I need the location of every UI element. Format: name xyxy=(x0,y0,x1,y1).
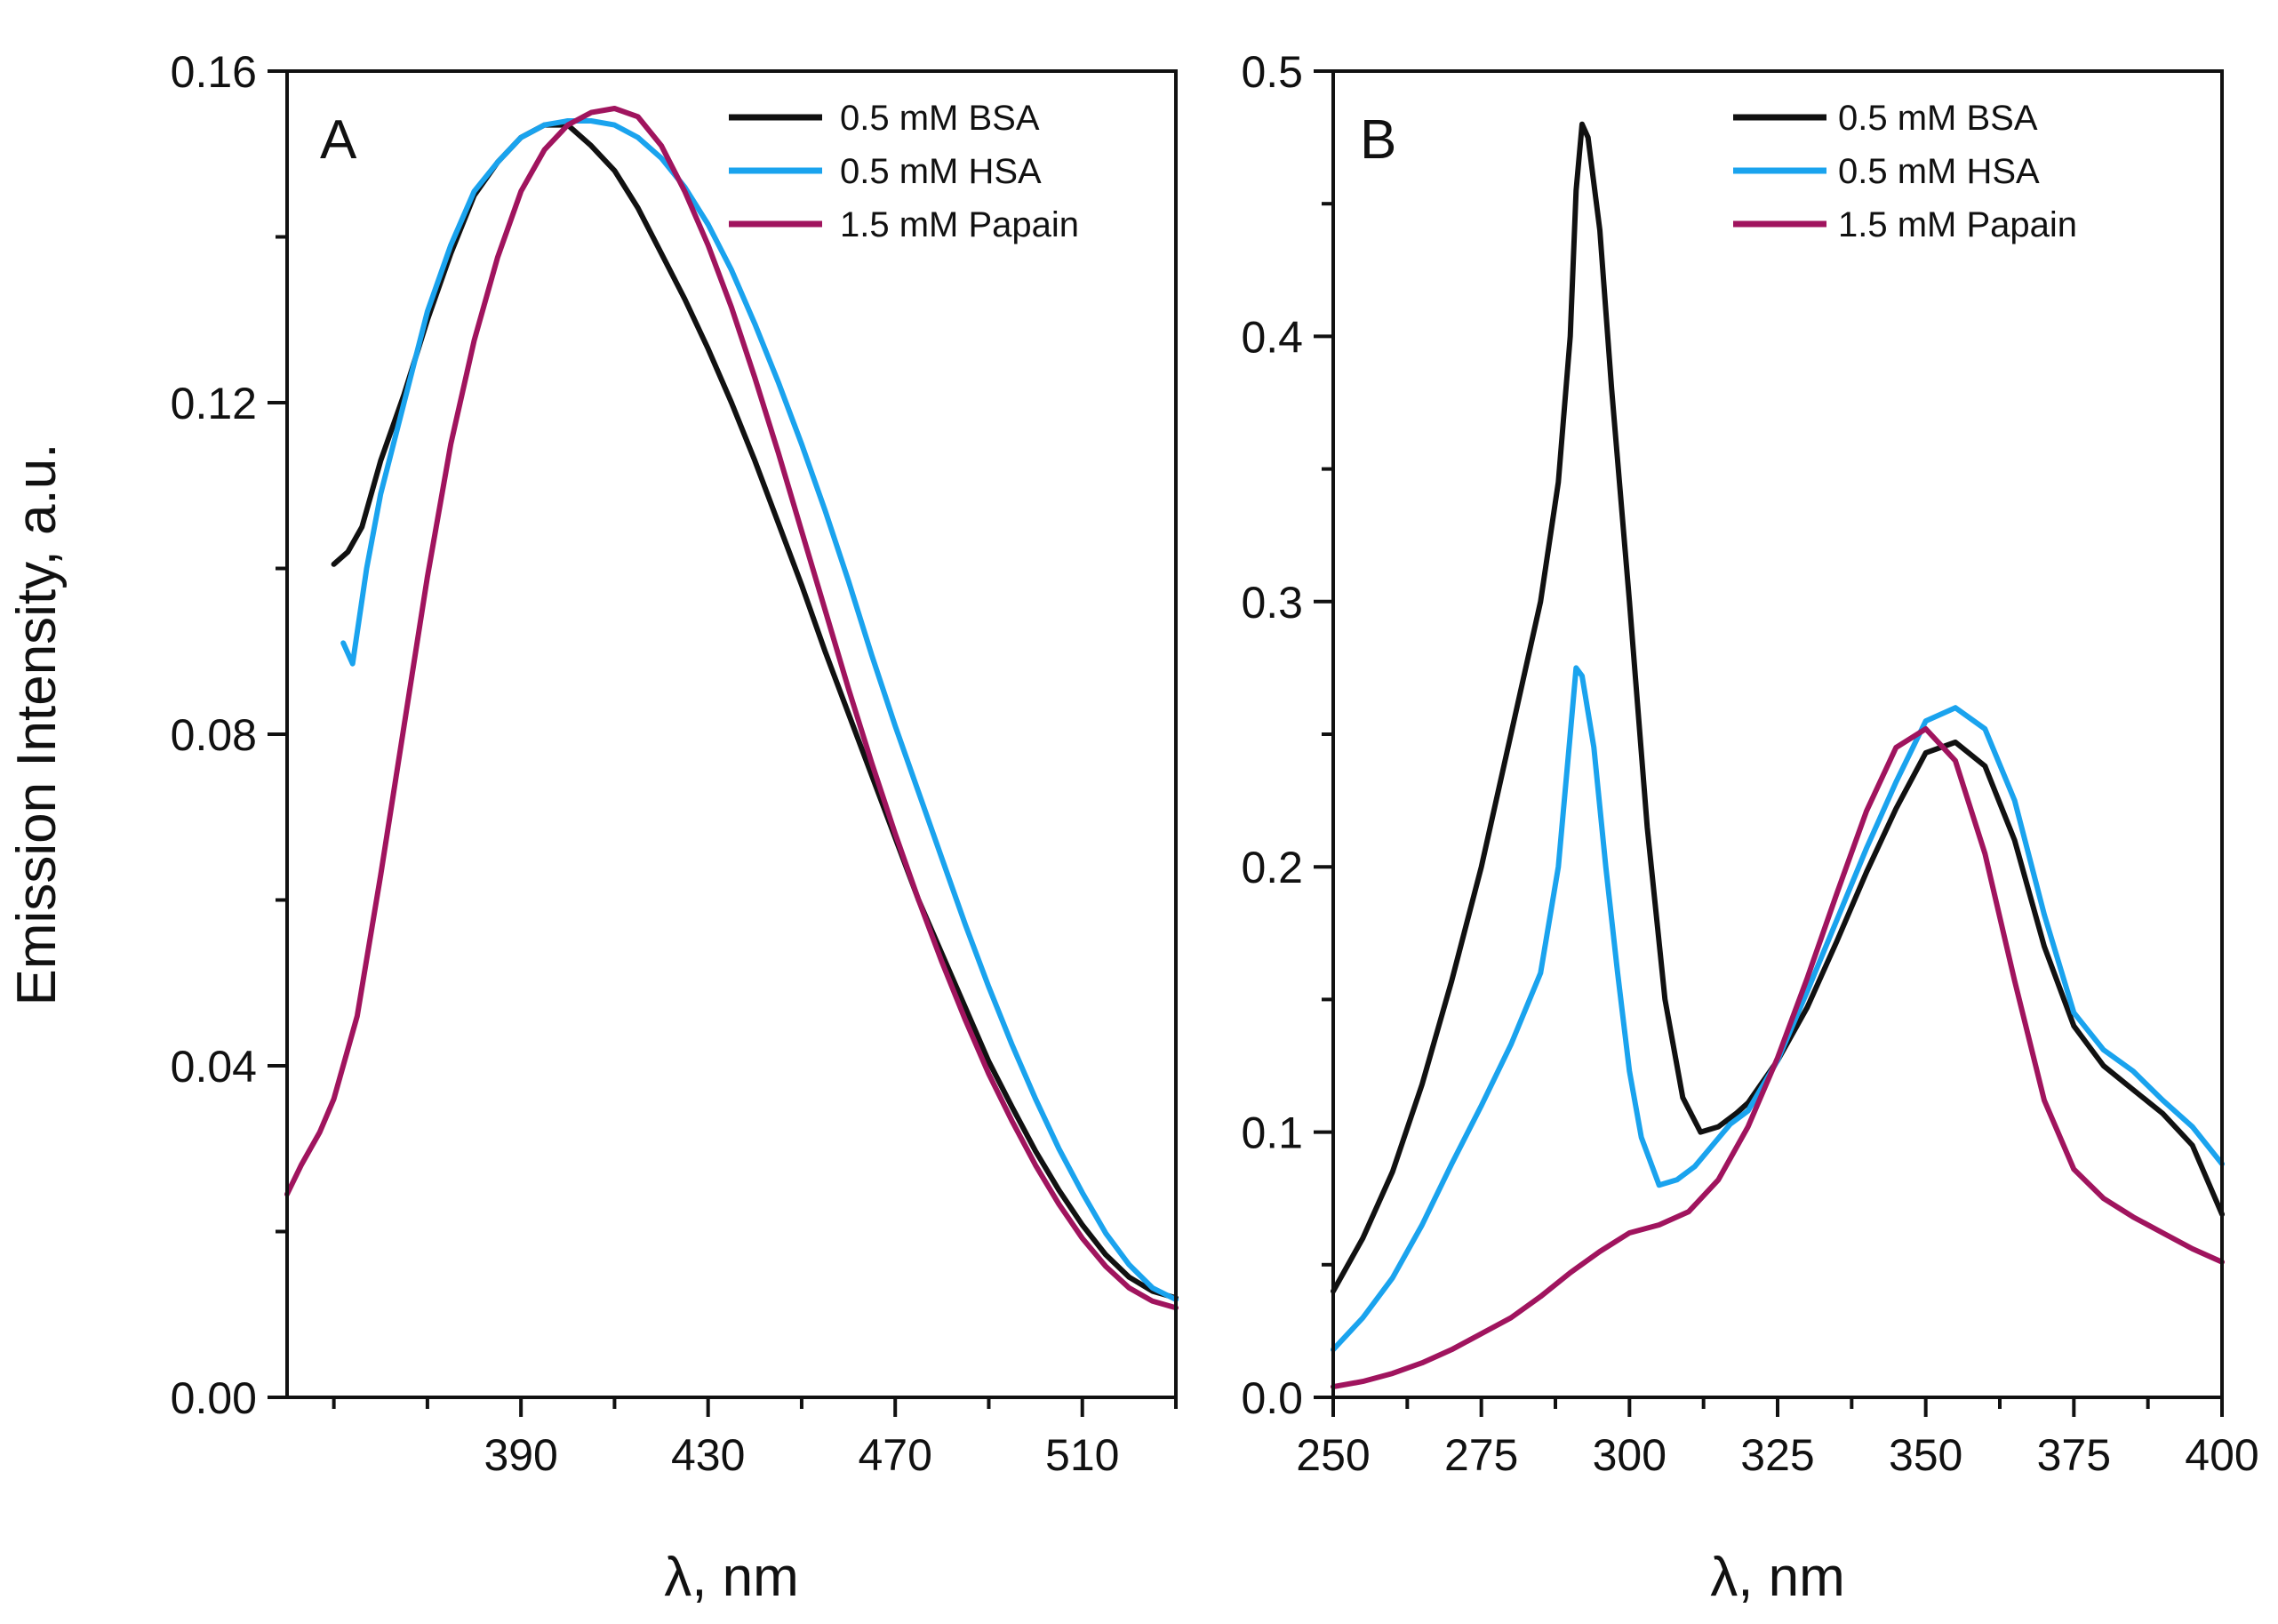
panel-a-y-tick-label: 0.12 xyxy=(171,379,257,428)
panel-b-x-tick-label: 275 xyxy=(1444,1430,1518,1480)
panel-a-legend-label-papain: 1.5 mM Papain xyxy=(840,205,1079,244)
panel-b-x-axis-title: λ, nm xyxy=(1710,1547,1845,1608)
panel-b-series-group xyxy=(1331,121,2225,1390)
panel-b-legend-label-papain: 1.5 mM Papain xyxy=(1838,205,2077,244)
panel-a-series-group xyxy=(284,106,1179,1311)
panel-a-x-tick-label: 470 xyxy=(858,1430,931,1480)
panel-a-legend-label-hsa: 0.5 mM HSA xyxy=(840,152,1042,191)
panel-b: 250 275 300 325 350 375 400 0.0 0.1 0.2 0.3 0.4 0.5 … xyxy=(1241,47,2258,1608)
panel-b-x-tick-label: 400 xyxy=(2185,1430,2258,1480)
panel-a-x-tick-label: 390 xyxy=(484,1430,557,1480)
panel-b-legend: 0.5 mM BSA 0.5 mM HSA 1.5 mM Papain xyxy=(1733,99,2077,244)
panel-b-legend-label-hsa: 0.5 mM HSA xyxy=(1838,152,2040,191)
panel-a-x-axis-title: λ, nm xyxy=(664,1547,799,1608)
y-axis-title: Emission Intensity, a.u. xyxy=(6,444,68,1006)
panel-a-legend: 0.5 mM BSA 0.5 mM HSA 1.5 mM Papain xyxy=(729,99,1079,244)
panel-a-series-line-0-5-mm-bsa xyxy=(331,122,1179,1301)
panel-b-x-tick-label: 375 xyxy=(2037,1430,2111,1480)
panel-a-series-line-0-5-mm-hsa xyxy=(340,118,1179,1302)
panel-b-y-tick-label: 0.0 xyxy=(1241,1373,1303,1423)
panel-a-y-tick-label: 0.08 xyxy=(171,710,257,760)
panel-b-x-tick-label: 250 xyxy=(1296,1430,1370,1480)
panel-b-series-line-0-5-mm-hsa xyxy=(1331,665,2225,1353)
panel-b-x-tick-label: 325 xyxy=(1740,1430,1814,1480)
panel-b-x-tick-label: 350 xyxy=(1889,1430,1962,1480)
panel-b-x-tick-label: 300 xyxy=(1593,1430,1667,1480)
panel-a-legend-label-bsa: 0.5 mM BSA xyxy=(840,99,1040,138)
panel-b-plot-frame xyxy=(1331,69,2224,1399)
panel-a-y-tick-label: 0.00 xyxy=(171,1373,257,1423)
panel-a-x-tick-label: 430 xyxy=(671,1430,745,1480)
panel-a-x-tick-label: 510 xyxy=(1045,1430,1119,1480)
panel-a-y-tick-label: 0.04 xyxy=(171,1042,257,1092)
panel-b-y-tick-label: 0.2 xyxy=(1241,843,1303,892)
panel-b-series-line-1-5-mm-papain xyxy=(1331,726,2225,1390)
panel-b-letter: B xyxy=(1360,109,1396,171)
panel-b-y-tick-label: 0.1 xyxy=(1241,1108,1303,1158)
panel-b-series-line-0-5-mm-bsa xyxy=(1331,121,2225,1294)
panel-b-legend-label-bsa: 0.5 mM BSA xyxy=(1838,99,2038,138)
panel-a-tick-group: 390 430 470 510 0.00 0.04 0.08 0.12 0.16 xyxy=(171,47,1178,1480)
panel-a-letter: A xyxy=(320,109,357,171)
panel-b-y-tick-label: 0.5 xyxy=(1241,47,1303,97)
panel-b-y-tick-label: 0.4 xyxy=(1241,312,1303,362)
panel-b-tick-group: 250 275 300 325 350 375 400 0.0 0.1 0.2 0.3 0.4 0.5 xyxy=(1241,47,2258,1480)
panel-a: 390 430 470 510 0.00 0.04 0.08 0.12 0.16 A λ, nm… xyxy=(171,47,1179,1608)
panel-b-y-tick-label: 0.3 xyxy=(1241,578,1303,628)
panel-a-series-line-1-5-mm-papain xyxy=(284,106,1179,1311)
panel-a-y-tick-label: 0.16 xyxy=(171,47,257,97)
